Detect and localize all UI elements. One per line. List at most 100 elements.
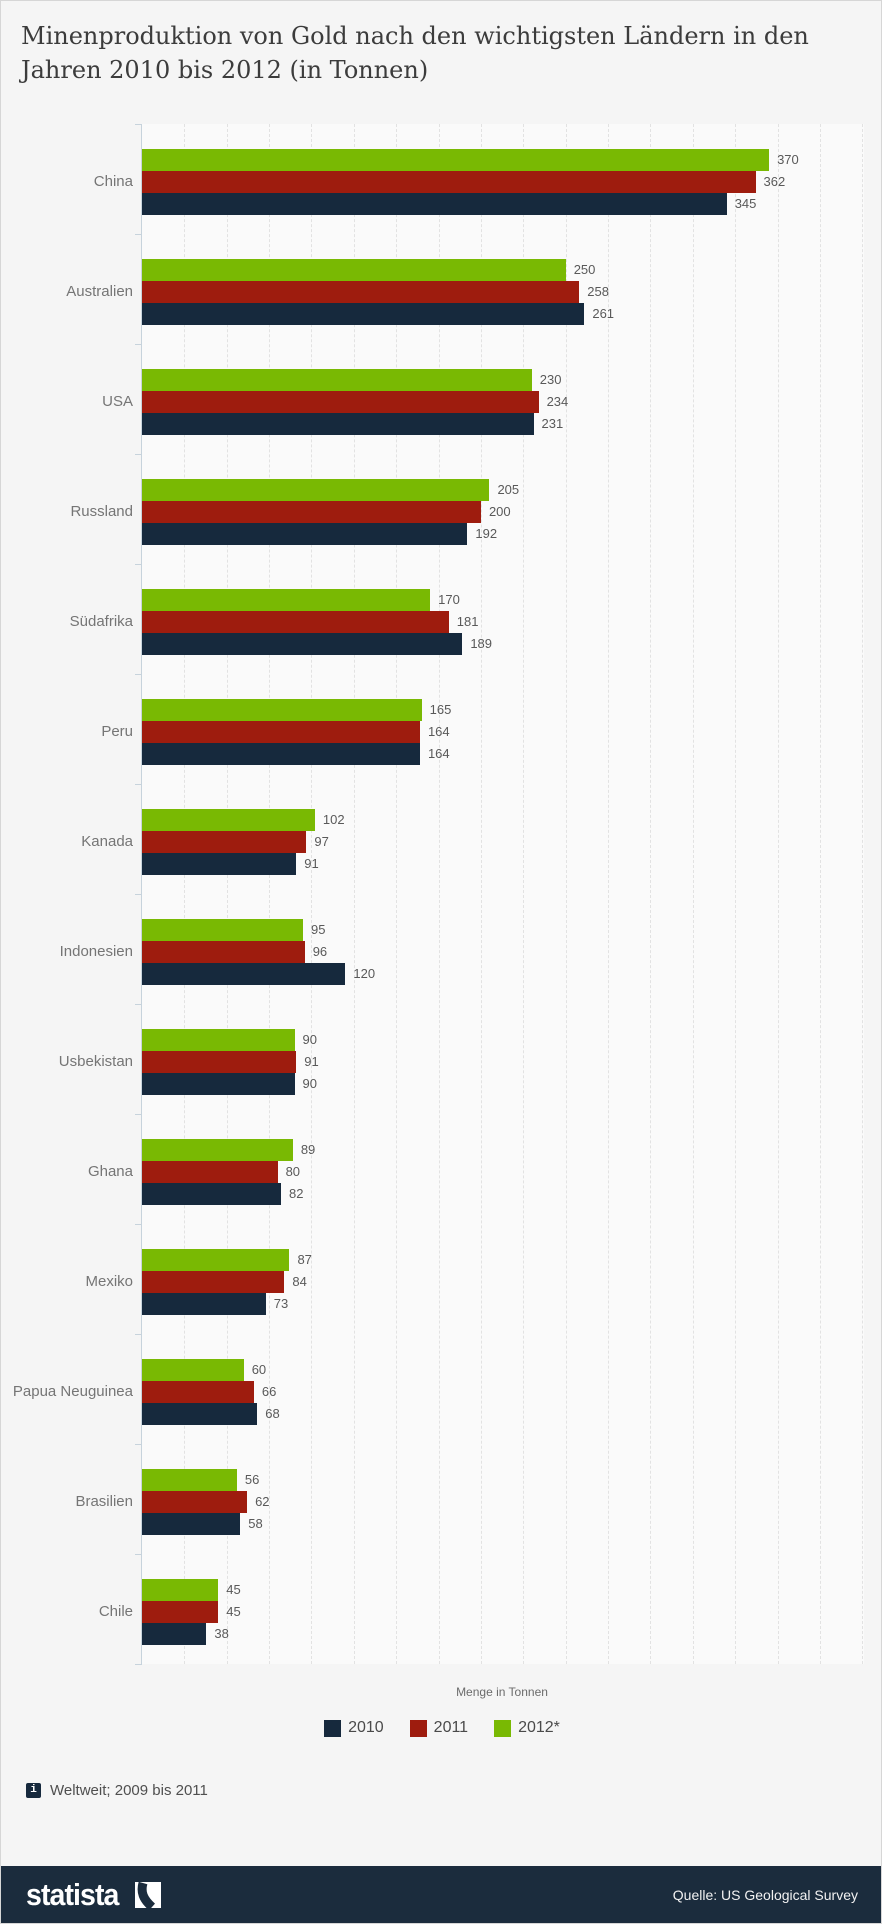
- legend-label: 2010: [348, 1719, 384, 1736]
- axis-tick: [135, 674, 142, 675]
- value-label: 62: [255, 1494, 270, 1509]
- bar-USA-2011: [142, 391, 539, 413]
- bar-Mexiko-2010: [142, 1293, 266, 1315]
- value-label: 102: [322, 812, 345, 827]
- category-label: Ghana: [87, 1163, 133, 1180]
- statista-wordmark: statista: [26, 1876, 119, 1912]
- gridline: [819, 124, 821, 1664]
- source-text: Quelle: US Geological Survey: [672, 1886, 858, 1903]
- axis-tick: [135, 784, 142, 785]
- bar-Usbekistan-2011: [142, 1051, 297, 1073]
- axis-tick: [135, 1114, 142, 1115]
- value-label: 60: [251, 1362, 267, 1377]
- value-label: 82: [288, 1186, 304, 1201]
- legend-swatch: [494, 1719, 512, 1737]
- value-label: 261: [592, 306, 615, 321]
- bar-Indonesien-2012*: [142, 919, 303, 941]
- axis-tick: [135, 124, 142, 125]
- value-label: 73: [273, 1296, 289, 1311]
- bar-Kanada-2012*: [142, 809, 315, 831]
- bar-Chile-2010: [142, 1623, 207, 1645]
- gridline: [269, 124, 271, 1664]
- gridline: [353, 124, 355, 1664]
- legend-item-2011: 2011: [409, 1719, 469, 1737]
- category-label: Südafrika: [69, 613, 133, 630]
- value-label: 345: [734, 196, 757, 211]
- axis-tick: [135, 1554, 142, 1555]
- bar-Usbekistan-2012*: [142, 1029, 295, 1051]
- category-label: Chile: [98, 1603, 133, 1620]
- bar-Brasilien-2011: [142, 1491, 248, 1513]
- footnote-text: Weltweit; 2009 bis 2011: [50, 1782, 208, 1799]
- value-label: 181: [456, 614, 479, 629]
- gridline: [523, 124, 525, 1664]
- category-label: Russland: [70, 503, 133, 520]
- plot-area: 370 362 345 250 258 261 230 234 231 205 200 192 170 1…: [135, 124, 864, 1665]
- bar-Usbekistan-2010: [142, 1073, 295, 1095]
- gridline: [396, 124, 398, 1664]
- value-label: 230: [539, 372, 562, 387]
- bar-China-2010: [142, 193, 727, 215]
- gridline: [184, 124, 186, 1664]
- footnote: i Weltweit; 2009 bis 2011: [26, 1782, 208, 1799]
- axis-tick: [135, 1664, 142, 1665]
- axis-tick: [135, 1334, 142, 1335]
- category-label: Brasilien: [75, 1493, 133, 1510]
- bar-Papua Neuguinea-2011: [142, 1381, 254, 1403]
- chart-title: Minenproduktion von Gold nach den wichti…: [21, 22, 809, 84]
- footer-bar: statista Quelle: US Geological Survey: [1, 1866, 881, 1923]
- axis-tick: [135, 344, 142, 345]
- bar-Mexiko-2011: [142, 1271, 285, 1293]
- value-label: 120: [353, 966, 376, 981]
- value-label: 250: [573, 262, 596, 277]
- gridline: [311, 124, 313, 1664]
- gridline: [565, 124, 567, 1664]
- value-label: 96: [312, 944, 328, 959]
- category-label: Kanada: [81, 833, 133, 850]
- bar-China-2011: [142, 171, 756, 193]
- bar-Papua Neuguinea-2012*: [142, 1359, 244, 1381]
- value-label: 234: [546, 394, 569, 409]
- info-icon[interactable]: i: [26, 1783, 41, 1798]
- bar-Chile-2012*: [142, 1579, 219, 1601]
- value-label: 45: [226, 1604, 241, 1619]
- value-label: 164: [427, 746, 450, 761]
- value-label: 95: [311, 922, 326, 937]
- bar-Brasilien-2010: [142, 1513, 241, 1535]
- axis-tick: [135, 454, 142, 455]
- category-label: Australien: [66, 283, 133, 300]
- legend-swatch: [324, 1719, 342, 1737]
- axis-tick: [135, 894, 142, 895]
- bar-Australien-2011: [142, 281, 580, 303]
- value-label: 90: [302, 1076, 317, 1091]
- bar-Südafrika-2012*: [142, 589, 431, 611]
- bar-Peru-2010: [142, 743, 420, 765]
- gridline: [735, 124, 737, 1664]
- bar-Papua Neuguinea-2010: [142, 1403, 258, 1425]
- bar-China-2012*: [142, 149, 770, 171]
- value-label: 165: [429, 702, 452, 717]
- gridline: [608, 124, 610, 1664]
- category-label: Papua Neuguinea: [12, 1383, 133, 1400]
- statista-logo[interactable]: statista: [26, 1877, 161, 1913]
- category-label: China: [93, 173, 133, 190]
- value-label: 56: [244, 1472, 260, 1487]
- value-label: 231: [541, 416, 564, 431]
- legend-label: 2012*: [518, 1719, 560, 1736]
- gridline: [862, 124, 864, 1664]
- value-label: 97: [314, 834, 329, 849]
- value-label: 68: [265, 1406, 280, 1421]
- bar-Südafrika-2011: [142, 611, 449, 633]
- value-label: 170: [438, 592, 460, 607]
- value-label: 90: [302, 1032, 317, 1047]
- category-label: Usbekistan: [58, 1053, 133, 1070]
- bar-Ghana-2011: [142, 1161, 278, 1183]
- value-label: 38: [214, 1626, 229, 1641]
- value-label: 58: [248, 1516, 263, 1531]
- axis-tick: [135, 1004, 142, 1005]
- bar-Chile-2011: [142, 1601, 219, 1623]
- bar-Indonesien-2011: [142, 941, 305, 963]
- bar-Russland-2012*: [142, 479, 490, 501]
- legend-label: 2011: [433, 1719, 469, 1736]
